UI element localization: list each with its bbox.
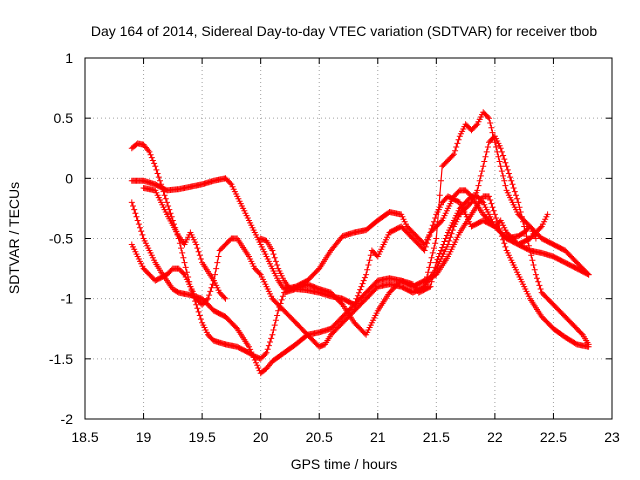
x-tick-label: 23 xyxy=(604,429,620,445)
data-point xyxy=(181,259,188,266)
y-tick-label: -1.5 xyxy=(49,351,73,367)
x-tick-label: 20 xyxy=(253,429,269,445)
y-tick-label: 0 xyxy=(65,170,73,186)
series-markers xyxy=(130,175,591,292)
data-point xyxy=(193,301,200,308)
data-point xyxy=(363,271,370,278)
x-tick-label: 20.5 xyxy=(306,429,333,445)
data-point xyxy=(532,271,539,278)
series-track-5 xyxy=(140,133,592,348)
y-tick-label: -2 xyxy=(61,411,74,427)
series-track-4 xyxy=(128,109,539,350)
axis-ticks xyxy=(84,57,613,420)
data-point xyxy=(521,223,528,230)
tick-labels: 18.5 19 19.5 20 20.5 21 21.5 22 22.5 23 -2 -1.5 -1 -0… xyxy=(49,50,620,445)
data-point xyxy=(275,307,282,314)
data-point xyxy=(433,235,440,242)
data-point xyxy=(164,199,170,206)
data-point xyxy=(152,163,159,170)
data-point xyxy=(497,163,504,170)
data-point xyxy=(503,163,510,170)
series-line xyxy=(131,111,537,348)
data-point xyxy=(509,181,516,188)
data-point xyxy=(515,199,522,206)
series-track-6 xyxy=(257,193,551,338)
data-point xyxy=(128,199,135,206)
y-tick-label: 0.5 xyxy=(54,110,74,126)
y-tick-label: -1 xyxy=(61,291,74,307)
data-markers xyxy=(128,109,592,377)
series-markers xyxy=(258,194,550,337)
x-tick-label: 21 xyxy=(370,429,386,445)
data-point xyxy=(134,217,141,224)
series-line xyxy=(131,195,590,374)
y-tick-label: 1 xyxy=(65,50,73,66)
x-tick-label: 19 xyxy=(136,429,152,445)
series-markers xyxy=(141,134,591,346)
data-point xyxy=(269,331,276,338)
series-markers xyxy=(130,110,538,350)
data-point xyxy=(433,259,440,266)
data-point xyxy=(527,247,533,254)
x-tick-label: 19.5 xyxy=(188,429,215,445)
x-axis-title: GPS time / hours xyxy=(291,456,398,472)
chart-title: Day 164 of 2014, Sidereal Day-to-day VTE… xyxy=(91,23,598,39)
x-tick-label: 22 xyxy=(487,429,503,445)
x-tick-label: 18.5 xyxy=(71,429,98,445)
data-point xyxy=(480,163,487,170)
x-tick-label: 21.5 xyxy=(423,429,450,445)
y-tick-label: -0.5 xyxy=(49,231,73,247)
y-axis-title: SDTVAR / TECUs xyxy=(6,182,22,294)
data-point xyxy=(491,211,498,218)
x-tick-label: 22.5 xyxy=(540,429,567,445)
